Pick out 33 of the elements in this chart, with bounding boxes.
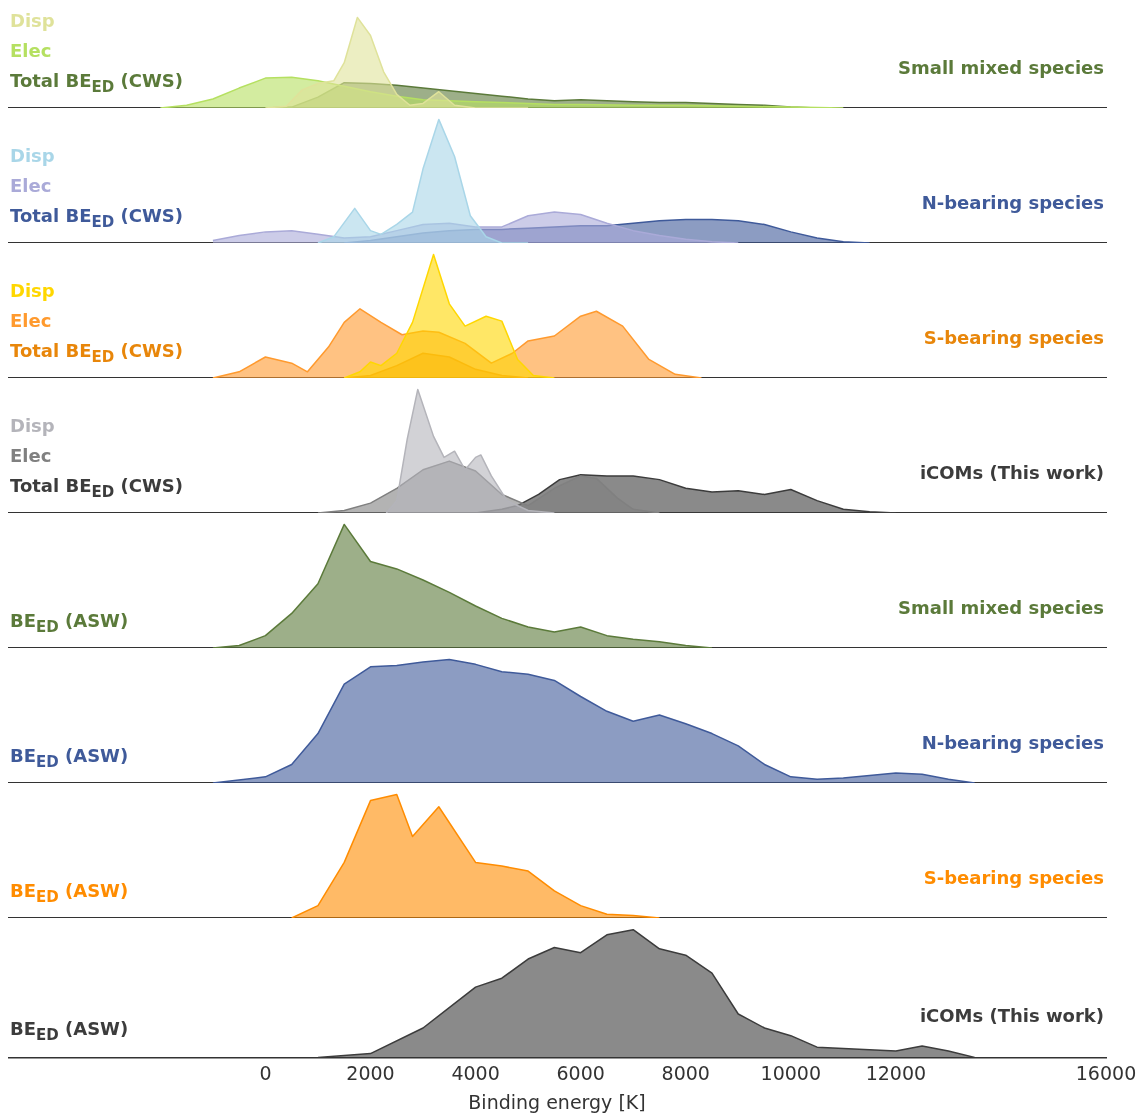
text: Total BE$_{ED}$ (CWS) — [10, 339, 183, 368]
text: Disp — [10, 144, 56, 169]
x-tick-label: 0 — [259, 1061, 272, 1084]
text: Disp — [10, 9, 56, 34]
x-tick-label: 6000 — [556, 1061, 605, 1084]
text: N-bearing species — [921, 732, 1104, 753]
x-tick-label: 4000 — [451, 1061, 500, 1084]
text: Total BE$_{ED}$ (CWS) — [10, 474, 183, 503]
text: Disp — [10, 279, 56, 304]
text: Disp — [10, 414, 56, 439]
text: Elec — [10, 39, 53, 64]
text: BE$_{ED}$ (ASW) — [10, 1017, 129, 1046]
text: BE$_{ED}$ (ASW) — [10, 609, 129, 638]
x-tick-label: 2000 — [346, 1061, 395, 1084]
text: BE$_{ED}$ (ASW) — [10, 879, 129, 908]
text: Total BE$_{ED}$ (CWS) — [10, 204, 183, 233]
text: Elec — [10, 309, 53, 334]
text: Elec — [10, 174, 53, 199]
text: iCOMs (This work) — [919, 462, 1104, 483]
x-tick-label: 8000 — [661, 1061, 710, 1084]
x-tick-label: 12000 — [865, 1061, 927, 1084]
text: Elec — [10, 444, 53, 469]
text: iCOMs (This work) — [919, 1005, 1104, 1026]
text: S-bearing species — [923, 867, 1104, 888]
text: S-bearing species — [923, 327, 1104, 348]
x-axis-title: Binding energy [K] — [468, 1090, 646, 1113]
x-tick-label: 16000 — [1075, 1061, 1137, 1084]
text: Small mixed species — [898, 57, 1104, 78]
x-tick-label: 10000 — [760, 1061, 822, 1084]
text: BE$_{ED}$ (ASW) — [10, 744, 129, 773]
text: N-bearing species — [921, 192, 1104, 213]
text: Total BE$_{ED}$ (CWS) — [10, 69, 183, 98]
text: Small mixed species — [898, 597, 1104, 618]
